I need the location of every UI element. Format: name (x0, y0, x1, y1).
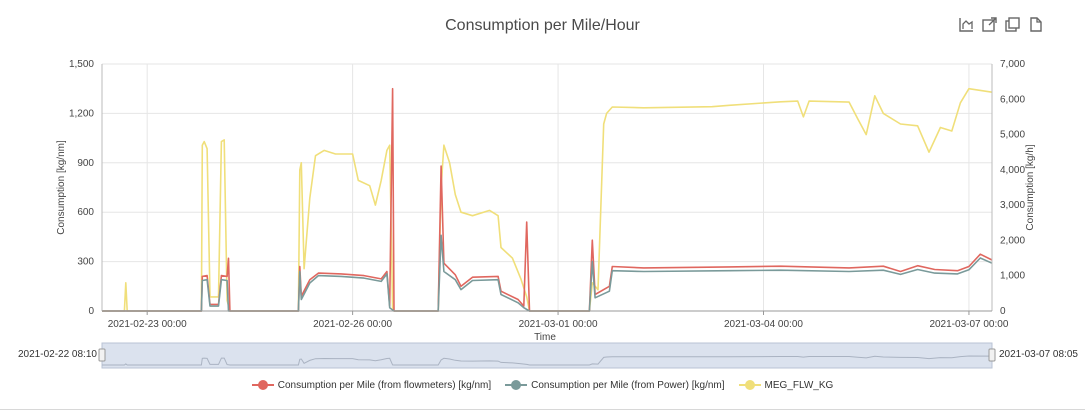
legend-item-meg[interactable]: MEG_FLW_KG (738, 379, 834, 391)
legend-marker-flowmeters (251, 379, 274, 391)
series-layer (102, 87, 993, 312)
x-tick-label: 2021-03-04 00:00 (724, 319, 803, 330)
x-axis-title: Time (534, 332, 556, 343)
navigator-selection[interactable] (101, 342, 993, 369)
y-left-axis-title: Consumption [kg/nm] (56, 140, 67, 235)
chart-title: Consumption per Mile/Hour (445, 17, 640, 34)
legend-label-flowmeters: Consumption per Mile (from flowmeters) [… (277, 379, 492, 391)
legend-label-meg: MEG_FLW_KG (764, 379, 834, 391)
navigator-start-label: 2021-02-22 08:10 (18, 349, 97, 360)
y-right-axis-title: Consumption [kg/h] (1025, 144, 1036, 230)
x-tick-label: 2021-03-07 00:00 (929, 319, 1008, 330)
grid (102, 63, 992, 312)
y-right-tick-label: 3,000 (1000, 200, 1025, 211)
y-left-tick-label: 600 (77, 207, 94, 218)
bottom-divider (0, 409, 1085, 410)
series-power-line (102, 234, 993, 312)
y-right-tick-label: 1,000 (1000, 271, 1025, 282)
y-right-tick-label: 2,000 (1000, 235, 1025, 246)
y-left-tick-label: 1,200 (69, 108, 94, 119)
navigator-handle-left[interactable] (98, 348, 106, 362)
x-tick-label: 2021-02-23 00:00 (108, 319, 187, 330)
y-right-tick-label: 7,000 (1000, 59, 1025, 70)
legend-marker-meg (738, 379, 761, 391)
legend-label-power: Consumption per Mile (from Power) [kg/nm… (531, 379, 725, 391)
series-meg-line (102, 87, 993, 312)
document-icon[interactable] (1027, 16, 1044, 33)
legend-item-power[interactable]: Consumption per Mile (from Power) [kg/nm… (505, 379, 725, 391)
copy-icon[interactable] (1004, 16, 1021, 33)
navigator[interactable] (98, 342, 996, 369)
x-tick-label: 2021-02-26 00:00 (313, 319, 392, 330)
y-right-tick-label: 6,000 (1000, 94, 1025, 105)
open-external-icon[interactable] (981, 16, 998, 33)
x-tick-label: 2021-03-01 00:00 (519, 319, 598, 330)
y-left-tick-label: 300 (77, 257, 94, 268)
y-left-tick-label: 0 (88, 306, 94, 317)
navigator-series-line (102, 355, 993, 366)
legend: Consumption per Mile (from flowmeters) [… (0, 379, 1085, 391)
y-right-tick-label: 4,000 (1000, 165, 1025, 176)
navigator-end-label: 2021-03-07 08:05 (999, 349, 1078, 360)
legend-marker-power (505, 379, 528, 391)
y-right-tick-label: 5,000 (1000, 130, 1025, 141)
y-right-tick-label: 0 (1000, 306, 1006, 317)
series-flowmeters-line (102, 87, 993, 312)
axes: 0 300 600 900 1,200 1,500 0 1,000 2,000 3,000 4,00… (56, 59, 1036, 343)
y-left-tick-label: 900 (77, 158, 94, 169)
chart-type-icon[interactable] (958, 16, 975, 33)
chart-toolbar (958, 16, 1044, 34)
legend-item-flowmeters[interactable]: Consumption per Mile (from flowmeters) [… (251, 379, 492, 391)
y-left-tick-label: 1,500 (69, 59, 94, 70)
navigator-handle-right[interactable] (988, 348, 996, 362)
